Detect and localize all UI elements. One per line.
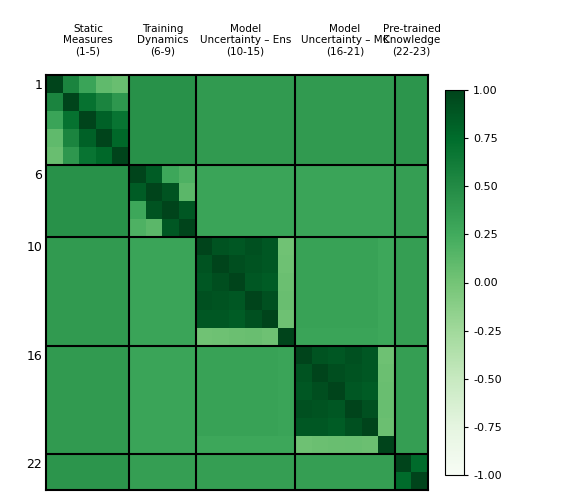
Text: Model
Uncertainty – MC
(16-21): Model Uncertainty – MC (16-21) (300, 24, 390, 57)
Text: Static
Measures
(1-5): Static Measures (1-5) (63, 24, 113, 57)
Text: Training
Dynamics
(6-9): Training Dynamics (6-9) (137, 24, 188, 57)
Text: Model
Uncertainty – Ens
(10-15): Model Uncertainty – Ens (10-15) (200, 24, 291, 57)
Text: Pre-trained
Knowledge
(22-23): Pre-trained Knowledge (22-23) (383, 24, 440, 57)
